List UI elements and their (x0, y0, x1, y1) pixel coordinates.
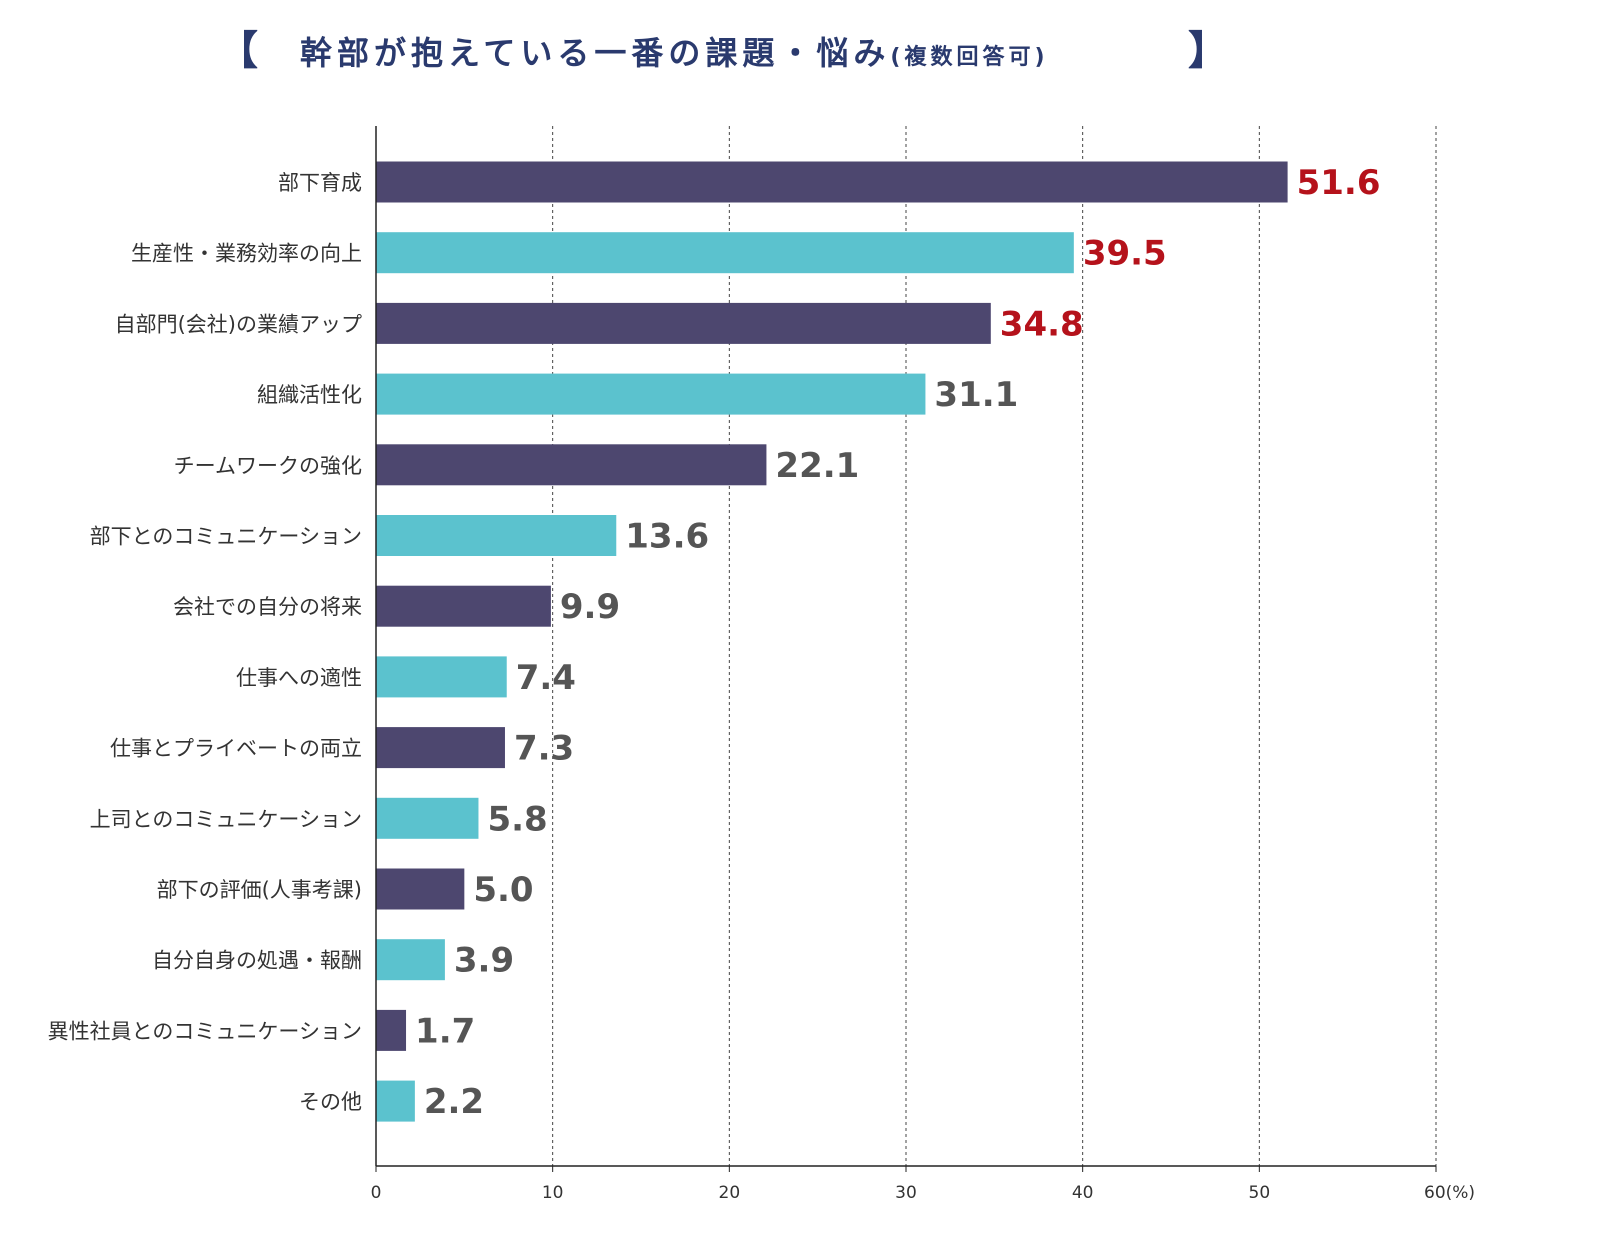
title-main: 幹部が抱えている一番の課題・悩み(複数回答可) (300, 28, 1049, 74)
value-label: 34.8 (1000, 304, 1084, 344)
tick-label: 50 (1249, 1183, 1271, 1203)
tick-label: 60(%) (1424, 1183, 1475, 1203)
category-label: その他 (299, 1090, 362, 1114)
value-label: 5.0 (473, 870, 533, 910)
bar (376, 939, 445, 981)
value-label: 9.9 (560, 587, 620, 627)
tick-label: 40 (1072, 1183, 1094, 1203)
category-label: 組織活性化 (257, 383, 362, 407)
category-label: 生産性・業務効率の向上 (131, 242, 362, 266)
category-label: 部下育成 (278, 171, 362, 195)
category-label: 部下とのコミュニケーション (90, 525, 362, 549)
title-open-bracket: 【 (218, 28, 258, 74)
bar (376, 161, 1288, 203)
tick-label: 20 (719, 1183, 741, 1203)
category-label: 会社での自分の将来 (173, 595, 362, 619)
bar (376, 797, 479, 839)
bar (376, 444, 767, 486)
bar (376, 585, 551, 627)
bar (376, 727, 505, 769)
bar (376, 656, 507, 698)
bar (376, 868, 465, 910)
value-label: 1.7 (415, 1011, 475, 1051)
bar (376, 373, 926, 415)
category-label: 上司とのコミュニケーション (90, 807, 362, 831)
tick-label: 30 (895, 1183, 917, 1203)
title-text: 幹部が抱えている一番の課題・悩み (300, 34, 891, 72)
category-label: チームワークの強化 (174, 454, 362, 478)
bar (376, 1080, 415, 1122)
chart-title: 【 幹部が抱えている一番の課題・悩み(複数回答可) 】 (0, 18, 1300, 78)
tick-label: 0 (371, 1183, 382, 1203)
category-label: 仕事とプライベートの両立 (110, 737, 362, 761)
bar (376, 302, 991, 344)
bar (376, 232, 1074, 274)
value-label: 2.2 (424, 1082, 484, 1122)
category-label: 部下の評価(人事考課) (157, 878, 362, 902)
title-subtext: (複数回答可) (890, 45, 1049, 70)
category-label: 仕事への適性 (236, 666, 362, 690)
category-label: 自部門(会社)の業績アップ (115, 312, 362, 336)
value-label: 3.9 (454, 941, 514, 981)
title-close-bracket: 】 (1188, 28, 1228, 74)
value-label: 31.1 (934, 375, 1018, 415)
value-label: 51.6 (1297, 163, 1381, 203)
bar (376, 515, 617, 556)
tick-label: 10 (542, 1183, 564, 1203)
value-label: 7.3 (514, 729, 574, 769)
category-label: 異性社員とのコミュニケーション (48, 1019, 362, 1043)
value-label: 7.4 (516, 658, 576, 698)
category-label: 自分自身の処遇・報酬 (152, 949, 362, 973)
value-label: 39.5 (1083, 234, 1167, 274)
value-label: 13.6 (625, 517, 709, 557)
bar (376, 1009, 407, 1051)
value-label: 5.8 (487, 799, 547, 839)
value-label: 22.1 (775, 446, 859, 486)
